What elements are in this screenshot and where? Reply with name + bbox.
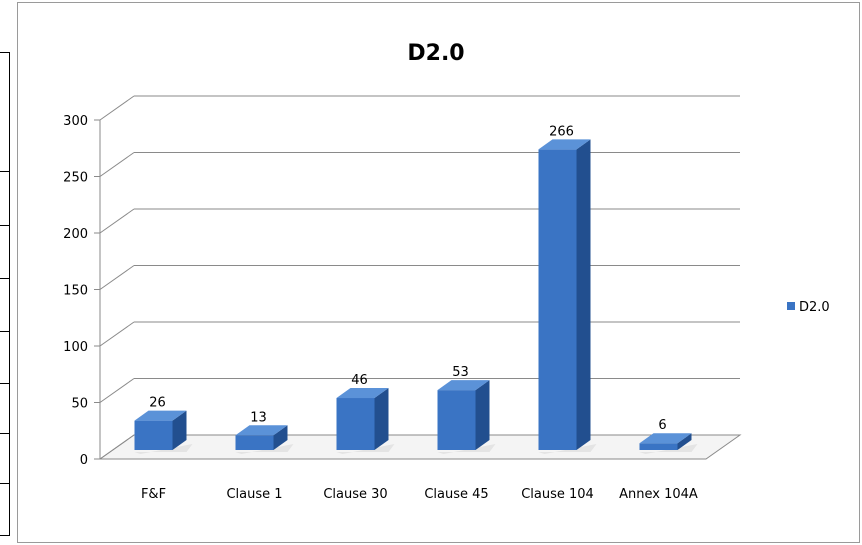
bar-shadow: [235, 444, 294, 454]
bar-top: [336, 388, 389, 399]
table-row-divider: [0, 433, 9, 434]
bar-shadow: [134, 444, 193, 454]
legend-label: D2.0: [799, 300, 830, 315]
data-label: 6: [658, 418, 666, 433]
data-label: 26: [149, 396, 166, 411]
y-tick-label: 50: [71, 397, 88, 412]
x-tick-label: Clause 30: [323, 487, 387, 502]
adjacent-table-border: [0, 52, 10, 536]
bar[interactable]: [235, 435, 274, 450]
x-tick-label: Clause 104: [521, 487, 594, 502]
y-tick-label: 200: [63, 227, 88, 242]
bar[interactable]: [538, 149, 577, 451]
gridline-depth: [99, 95, 135, 121]
bar-side: [576, 139, 591, 451]
bar-side: [475, 380, 490, 450]
x-tick-label: F&F: [141, 487, 166, 502]
bar-shadow: [437, 444, 496, 454]
y-tick-label: 100: [63, 340, 88, 355]
bar[interactable]: [134, 420, 173, 450]
bar-top: [134, 410, 187, 421]
bar-top: [235, 425, 288, 436]
gridline-depth: [99, 434, 135, 460]
bar-top: [437, 380, 490, 391]
gridline-depth: [99, 265, 135, 290]
labels: 0 50 100 150 200 250 300 26 F&F 13 Clause 1 46 Claus…: [63, 114, 698, 502]
bar-side: [677, 433, 692, 450]
y-tick-label: 300: [63, 114, 88, 129]
grid-lines: [98, 95, 742, 460]
table-row-divider: [0, 171, 9, 172]
data-label: 266: [549, 124, 574, 139]
gridline-depth: [99, 321, 135, 347]
gridline-depth: [99, 152, 135, 177]
y-tick-label: 0: [80, 453, 88, 468]
data-label: 46: [351, 373, 368, 388]
bar-side: [273, 425, 288, 450]
bar-shadow: [639, 444, 698, 454]
legend-swatch: [787, 302, 795, 310]
bar-top: [639, 433, 692, 444]
table-row-divider: [0, 483, 9, 484]
bar[interactable]: [639, 443, 678, 450]
bar-shadow: [336, 444, 395, 454]
x-tick-label: Clause 1: [226, 487, 282, 502]
data-label: 53: [452, 365, 469, 380]
data-label: 13: [250, 410, 267, 425]
gridline-depth: [99, 378, 135, 403]
y-tick-label: 150: [63, 284, 88, 299]
table-row-divider: [0, 225, 9, 226]
x-tick-label: Annex 104A: [619, 487, 698, 502]
legend[interactable]: D2.0: [787, 300, 830, 315]
table-row-divider: [0, 383, 9, 384]
axes: [94, 119, 706, 460]
bar[interactable]: [437, 390, 476, 450]
bar[interactable]: [336, 398, 375, 450]
chart-frame[interactable]: [17, 2, 860, 543]
table-row-divider: [0, 278, 9, 279]
x-tick-label: Clause 45: [424, 487, 488, 502]
bar-top: [538, 139, 591, 150]
bar-side: [172, 410, 187, 450]
bars: [134, 139, 698, 454]
y-tick-label: 250: [63, 171, 88, 186]
gridline-depth: [99, 208, 135, 234]
chart-title: D2.0: [407, 41, 464, 66]
bar-shadow: [538, 444, 597, 454]
bar-side: [374, 388, 389, 450]
table-row-divider: [0, 331, 9, 332]
